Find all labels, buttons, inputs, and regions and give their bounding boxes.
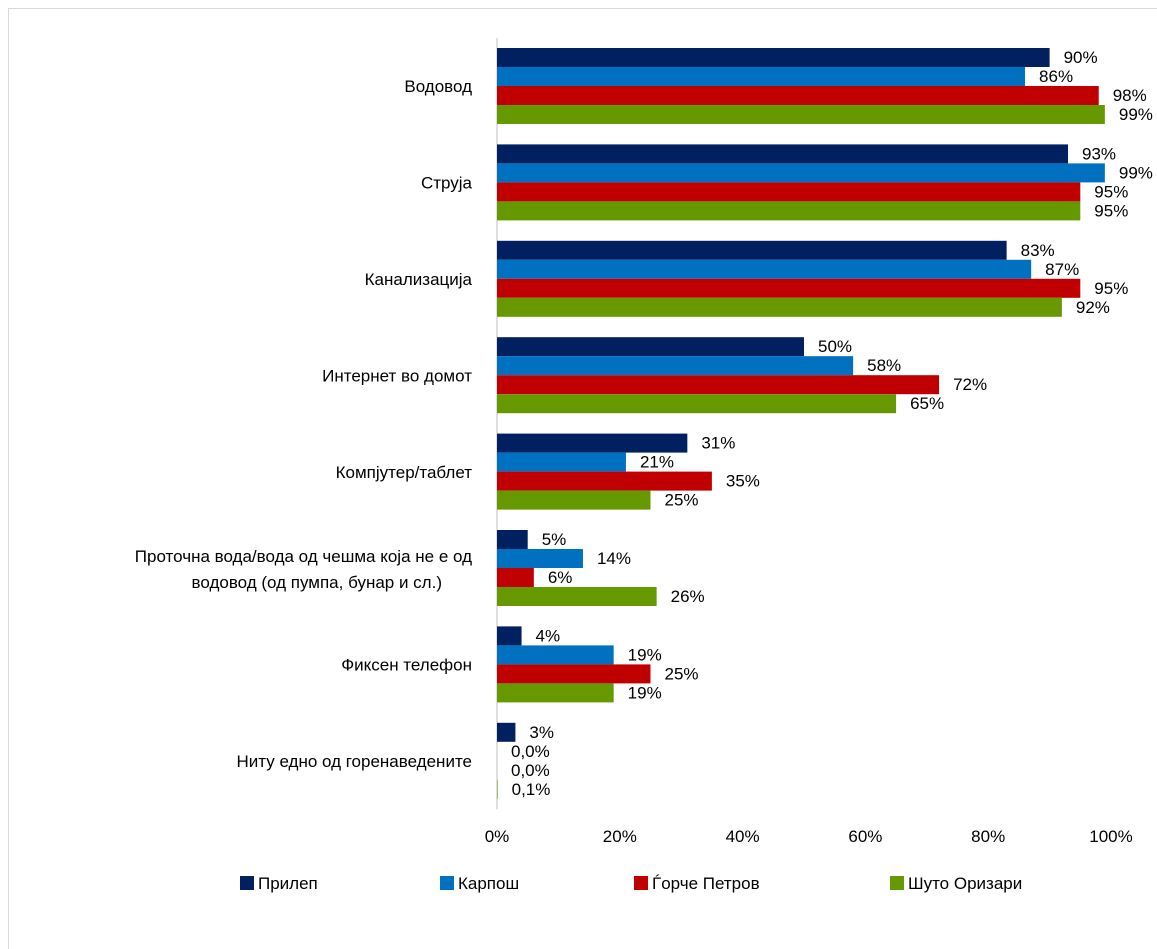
category-label-line: Проточна вода/вода од чешма која не е од [135, 547, 472, 566]
x-tick-label: 20% [603, 827, 637, 846]
bar-4 [497, 201, 1081, 221]
value-label: 90% [1064, 48, 1098, 67]
bar-2 [497, 645, 614, 665]
bar-3 [497, 568, 534, 587]
x-tick-label: 80% [971, 827, 1005, 846]
category-label: Канализација [365, 270, 473, 289]
bar-1 [497, 144, 1069, 164]
value-label: 25% [665, 664, 699, 683]
bar-4 [497, 587, 657, 606]
value-label: 14% [597, 549, 631, 568]
legend-label: Шуто Оризари [908, 874, 1022, 893]
bar-3 [497, 664, 651, 684]
category-label: Водовод [404, 77, 472, 96]
bar-3 [497, 471, 712, 491]
value-label: 5% [542, 530, 567, 549]
category-label: Фиксен телефон [341, 656, 472, 675]
value-label: 21% [640, 453, 674, 472]
bar-2 [497, 356, 854, 376]
bar-1 [497, 337, 804, 357]
x-tick-label: 40% [726, 827, 760, 846]
legend-swatch [240, 876, 254, 890]
axis-layer: Водовод Струја Канализација Интернет во дом… [135, 38, 1133, 846]
value-label: 6% [548, 568, 573, 587]
bar-1 [497, 530, 528, 549]
bars-layer [497, 48, 1105, 799]
bar-4 [497, 779, 498, 799]
category-label-line: водовод (од пумпа, бунар и сл.) [192, 573, 442, 592]
bar-3 [497, 278, 1081, 298]
bar-1 [497, 240, 1007, 260]
value-label: 4% [536, 626, 561, 645]
bar-2 [497, 452, 626, 472]
value-label: 0,1% [512, 780, 551, 799]
chart-frame [8, 8, 1157, 949]
bar-4 [497, 490, 651, 510]
value-label: 92% [1076, 298, 1110, 317]
bar-2 [497, 163, 1105, 183]
value-label: 93% [1082, 144, 1116, 163]
x-tick-label: 100% [1089, 827, 1132, 846]
value-label: 99% [1119, 163, 1153, 182]
value-label: 65% [910, 394, 944, 413]
bar-4 [497, 105, 1105, 124]
bar-4 [497, 394, 897, 414]
value-label: 35% [726, 472, 760, 491]
value-label: 87% [1045, 260, 1079, 279]
value-label: 95% [1094, 279, 1128, 298]
bar-1 [497, 433, 688, 453]
bar-1 [497, 722, 516, 742]
value-label: 95% [1094, 182, 1128, 201]
value-label: 95% [1094, 201, 1128, 220]
bar-2 [497, 259, 1032, 279]
bar-1 [497, 48, 1050, 67]
value-label: 50% [818, 337, 852, 356]
value-label: 72% [953, 375, 987, 394]
category-label: Струја [421, 174, 473, 193]
legend-label: Прилеп [258, 874, 318, 893]
x-tick-label: 60% [848, 827, 882, 846]
value-label: 98% [1113, 86, 1147, 105]
value-label: 19% [628, 645, 662, 664]
legend-swatch [890, 876, 904, 890]
category-label: Ниту едно од горенаведените [236, 752, 472, 771]
bar-4 [497, 297, 1062, 317]
value-label: 25% [665, 491, 699, 510]
value-label: 0,0% [511, 742, 550, 761]
bar-1 [497, 626, 522, 646]
value-label: 58% [867, 356, 901, 375]
legend-swatch [634, 876, 648, 890]
legend: Прилеп Карпош Ѓорче Петров Шуто Оризари [240, 874, 1022, 893]
bar-2 [497, 549, 583, 568]
value-label: 86% [1039, 67, 1073, 86]
value-label: 83% [1021, 241, 1055, 260]
value-label: 3% [529, 723, 554, 742]
legend-swatch [440, 876, 454, 890]
category-label: Компјутер/таблет [336, 463, 473, 482]
x-tick-label: 0% [485, 827, 510, 846]
bar-3 [497, 86, 1099, 105]
bar-3 [497, 375, 940, 395]
value-labels-layer: 90% 93% 83% 50% 31% 5% 4% 3% 86% 99% 87% 58% 21% 14% 1… [511, 48, 1153, 799]
category-label: Проточна вода/вода од чешма која не е од… [135, 547, 472, 592]
bar-3 [497, 182, 1081, 202]
legend-label: Ѓорче Петров [652, 874, 760, 893]
bar-2 [497, 67, 1026, 86]
legend-label: Карпош [458, 874, 519, 893]
value-label: 19% [628, 683, 662, 702]
bar-4 [497, 683, 614, 703]
value-label: 0,0% [511, 761, 550, 780]
category-label: Интернет во домот [322, 366, 472, 385]
value-label: 31% [701, 434, 735, 453]
value-label: 99% [1119, 105, 1153, 124]
value-label: 26% [671, 587, 705, 606]
